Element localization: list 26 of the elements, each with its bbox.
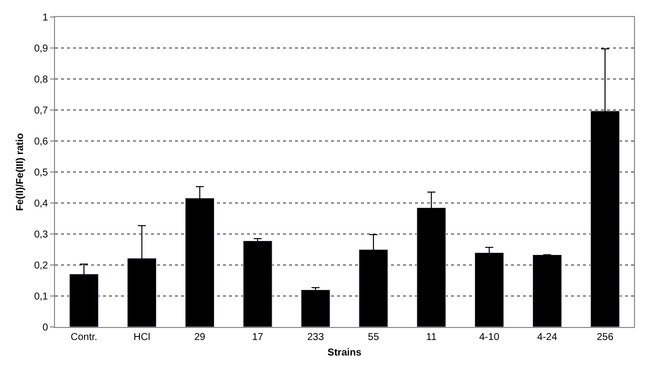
y-tick-label: 0,8 xyxy=(34,74,48,86)
y-tick-label: 1 xyxy=(42,12,48,24)
y-tick-label: 0,6 xyxy=(34,136,48,148)
x-axis-title: Strains xyxy=(328,348,362,358)
bar xyxy=(300,290,330,327)
x-tick-label: 4-24 xyxy=(537,332,558,343)
x-tick-label: 256 xyxy=(596,332,614,343)
y-tick-label: 0 xyxy=(42,322,48,334)
y-tick-label: 0,5 xyxy=(34,168,48,178)
y-tick-label: 0,2 xyxy=(34,260,48,272)
y-tick-label: 0,9 xyxy=(34,44,48,54)
y-tick-label: 0,7 xyxy=(34,106,48,116)
y-axis-title: Fe(II)/Fe(III) ratio xyxy=(15,133,26,211)
x-tick-label: HCl xyxy=(134,332,150,343)
y-tick-label: 0,3 xyxy=(34,230,48,240)
x-tick-label: Contr. xyxy=(70,332,98,343)
bar xyxy=(532,254,562,327)
y-tick-label: 0,1 xyxy=(34,292,48,302)
x-tick-label: 4-10 xyxy=(479,332,500,343)
bar xyxy=(242,240,272,327)
x-tick-label: 29 xyxy=(194,332,206,343)
x-tick-label: 17 xyxy=(252,332,264,343)
x-tick-label: 11 xyxy=(426,332,437,343)
y-tick-label: 0,4 xyxy=(34,198,48,210)
x-tick-label: 233 xyxy=(307,332,324,343)
x-tick-label: 55 xyxy=(368,332,380,343)
